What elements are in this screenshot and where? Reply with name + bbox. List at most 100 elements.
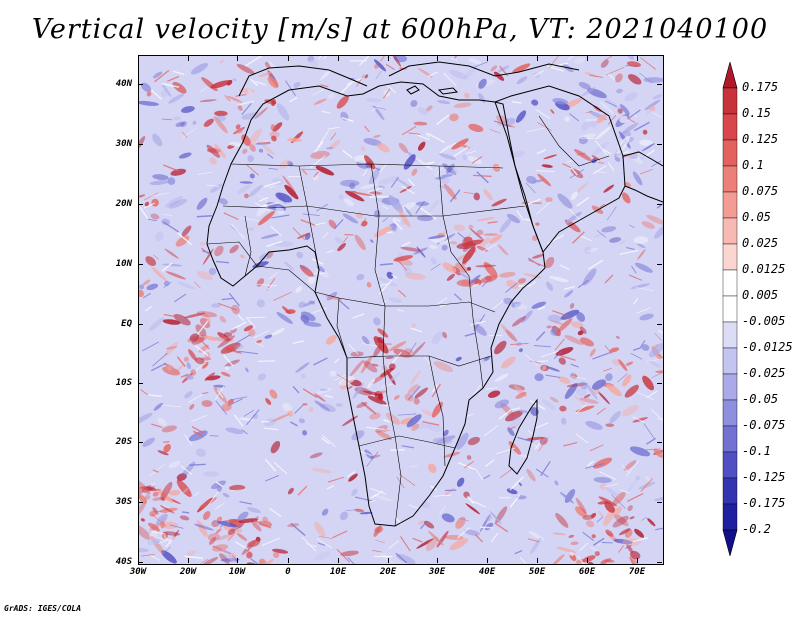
axis-tick [138, 204, 143, 205]
colorbar-label-neg-0.075: -0.075 [742, 418, 785, 432]
lat-label-20n: 20N [100, 199, 132, 209]
colorbar-segment [723, 192, 737, 218]
lon-label-70e: 70E [622, 567, 652, 577]
axis-tick [388, 56, 389, 61]
axis-tick [657, 324, 662, 325]
lon-label-10w: 10W [222, 567, 252, 577]
colorbar-segment [723, 88, 737, 114]
colorbar-label-0.0125: 0.0125 [742, 262, 785, 276]
axis-tick [138, 383, 143, 384]
colorbar-label-neg-0.125: -0.125 [742, 470, 785, 484]
axis-tick [657, 442, 662, 443]
axis-tick [188, 56, 189, 61]
colorbar-label-0.175: 0.175 [742, 80, 778, 94]
axis-tick [657, 264, 662, 265]
colorbar-label-0.125: 0.125 [742, 132, 778, 146]
axis-tick [237, 56, 238, 61]
axis-tick [338, 558, 339, 563]
axis-tick [437, 558, 438, 563]
colorbar-segment [723, 426, 737, 452]
axis-tick [138, 502, 143, 503]
lat-label-30n: 30N [100, 139, 132, 149]
lon-label-20w: 20W [173, 567, 203, 577]
axis-tick [587, 56, 588, 61]
axis-tick [657, 204, 662, 205]
axis-tick [138, 264, 143, 265]
grads-credit: GrADS: IGES/COLA [4, 604, 81, 613]
axis-tick [138, 558, 139, 563]
axis-tick [138, 442, 143, 443]
lat-label-30s: 30S [100, 497, 132, 507]
axis-tick [487, 558, 488, 563]
axis-tick [537, 56, 538, 61]
colorbar-label-0.15: 0.15 [742, 106, 771, 120]
colorbar-segment [723, 322, 737, 348]
colorbar-segment [723, 452, 737, 478]
colorbar-segment [723, 114, 737, 140]
colorbar-segment [723, 244, 737, 270]
colorbar-label-neg-0.005: -0.005 [742, 314, 785, 328]
colorbar-segment [723, 400, 737, 426]
axis-tick [138, 56, 139, 61]
axis-tick [288, 558, 289, 563]
lat-label-20s: 20S [100, 437, 132, 447]
map-panel [138, 55, 664, 565]
axis-tick [138, 324, 143, 325]
lat-label-40s: 40S [100, 557, 132, 567]
map-title: Vertical velocity [m/s] at 600hPa, VT: 2… [0, 14, 800, 45]
axis-tick [657, 383, 662, 384]
axis-tick [537, 558, 538, 563]
axis-tick [437, 56, 438, 61]
colorbar-label-0.025: 0.025 [742, 236, 778, 250]
lon-label-10e: 10E [323, 567, 353, 577]
lon-label-50e: 50E [522, 567, 552, 577]
lat-label-eq: EQ [100, 319, 132, 329]
colorbar-bottom-arrow [723, 530, 737, 556]
axis-tick [657, 502, 662, 503]
lat-label-10n: 10N [100, 259, 132, 269]
colorbar-segment [723, 166, 737, 192]
colorbar-segment [723, 504, 737, 530]
colorbar-label-neg-0.1: -0.1 [742, 444, 771, 458]
axis-tick [637, 56, 638, 61]
lon-label-30e: 30E [422, 567, 452, 577]
vertical-velocity-field [139, 56, 663, 564]
colorbar-top-arrow [723, 62, 737, 88]
axis-tick [657, 144, 662, 145]
colorbar-segment [723, 296, 737, 322]
colorbar-segment [723, 270, 737, 296]
lon-label-30w: 30W [123, 567, 153, 577]
colorbar-segment [723, 140, 737, 166]
colorbar-segment [723, 478, 737, 504]
axis-tick [288, 56, 289, 61]
colorbar-label-0.1: 0.1 [742, 158, 764, 172]
axis-tick [188, 558, 189, 563]
colorbar-segment [723, 374, 737, 400]
lon-label-40e: 40E [472, 567, 502, 577]
axis-tick [138, 144, 143, 145]
axis-tick [338, 56, 339, 61]
colorbar-label-0.075: 0.075 [742, 184, 778, 198]
lon-label-0: 0 [273, 567, 303, 577]
axis-tick [587, 558, 588, 563]
axis-tick [388, 558, 389, 563]
axis-tick [657, 562, 662, 563]
lat-label-40n: 40N [100, 79, 132, 89]
lon-label-60e: 60E [572, 567, 602, 577]
axis-tick [237, 558, 238, 563]
axis-tick [657, 84, 662, 85]
colorbar-label-neg-0.05: -0.05 [742, 392, 778, 406]
colorbar-label-0.005: 0.005 [742, 288, 778, 302]
axis-tick [138, 84, 143, 85]
colorbar-label-neg-0.175: -0.175 [742, 496, 785, 510]
lat-label-10s: 10S [100, 378, 132, 388]
colorbar-segment [723, 348, 737, 374]
colorbar-label-neg-0.0125: -0.0125 [742, 340, 793, 354]
axis-tick [637, 558, 638, 563]
colorbar-segment [723, 218, 737, 244]
colorbar-label-neg-0.025: -0.025 [742, 366, 785, 380]
axis-tick [487, 56, 488, 61]
colorbar-label-0.05: 0.05 [742, 210, 771, 224]
lon-label-20e: 20E [373, 567, 403, 577]
colorbar [718, 62, 742, 556]
